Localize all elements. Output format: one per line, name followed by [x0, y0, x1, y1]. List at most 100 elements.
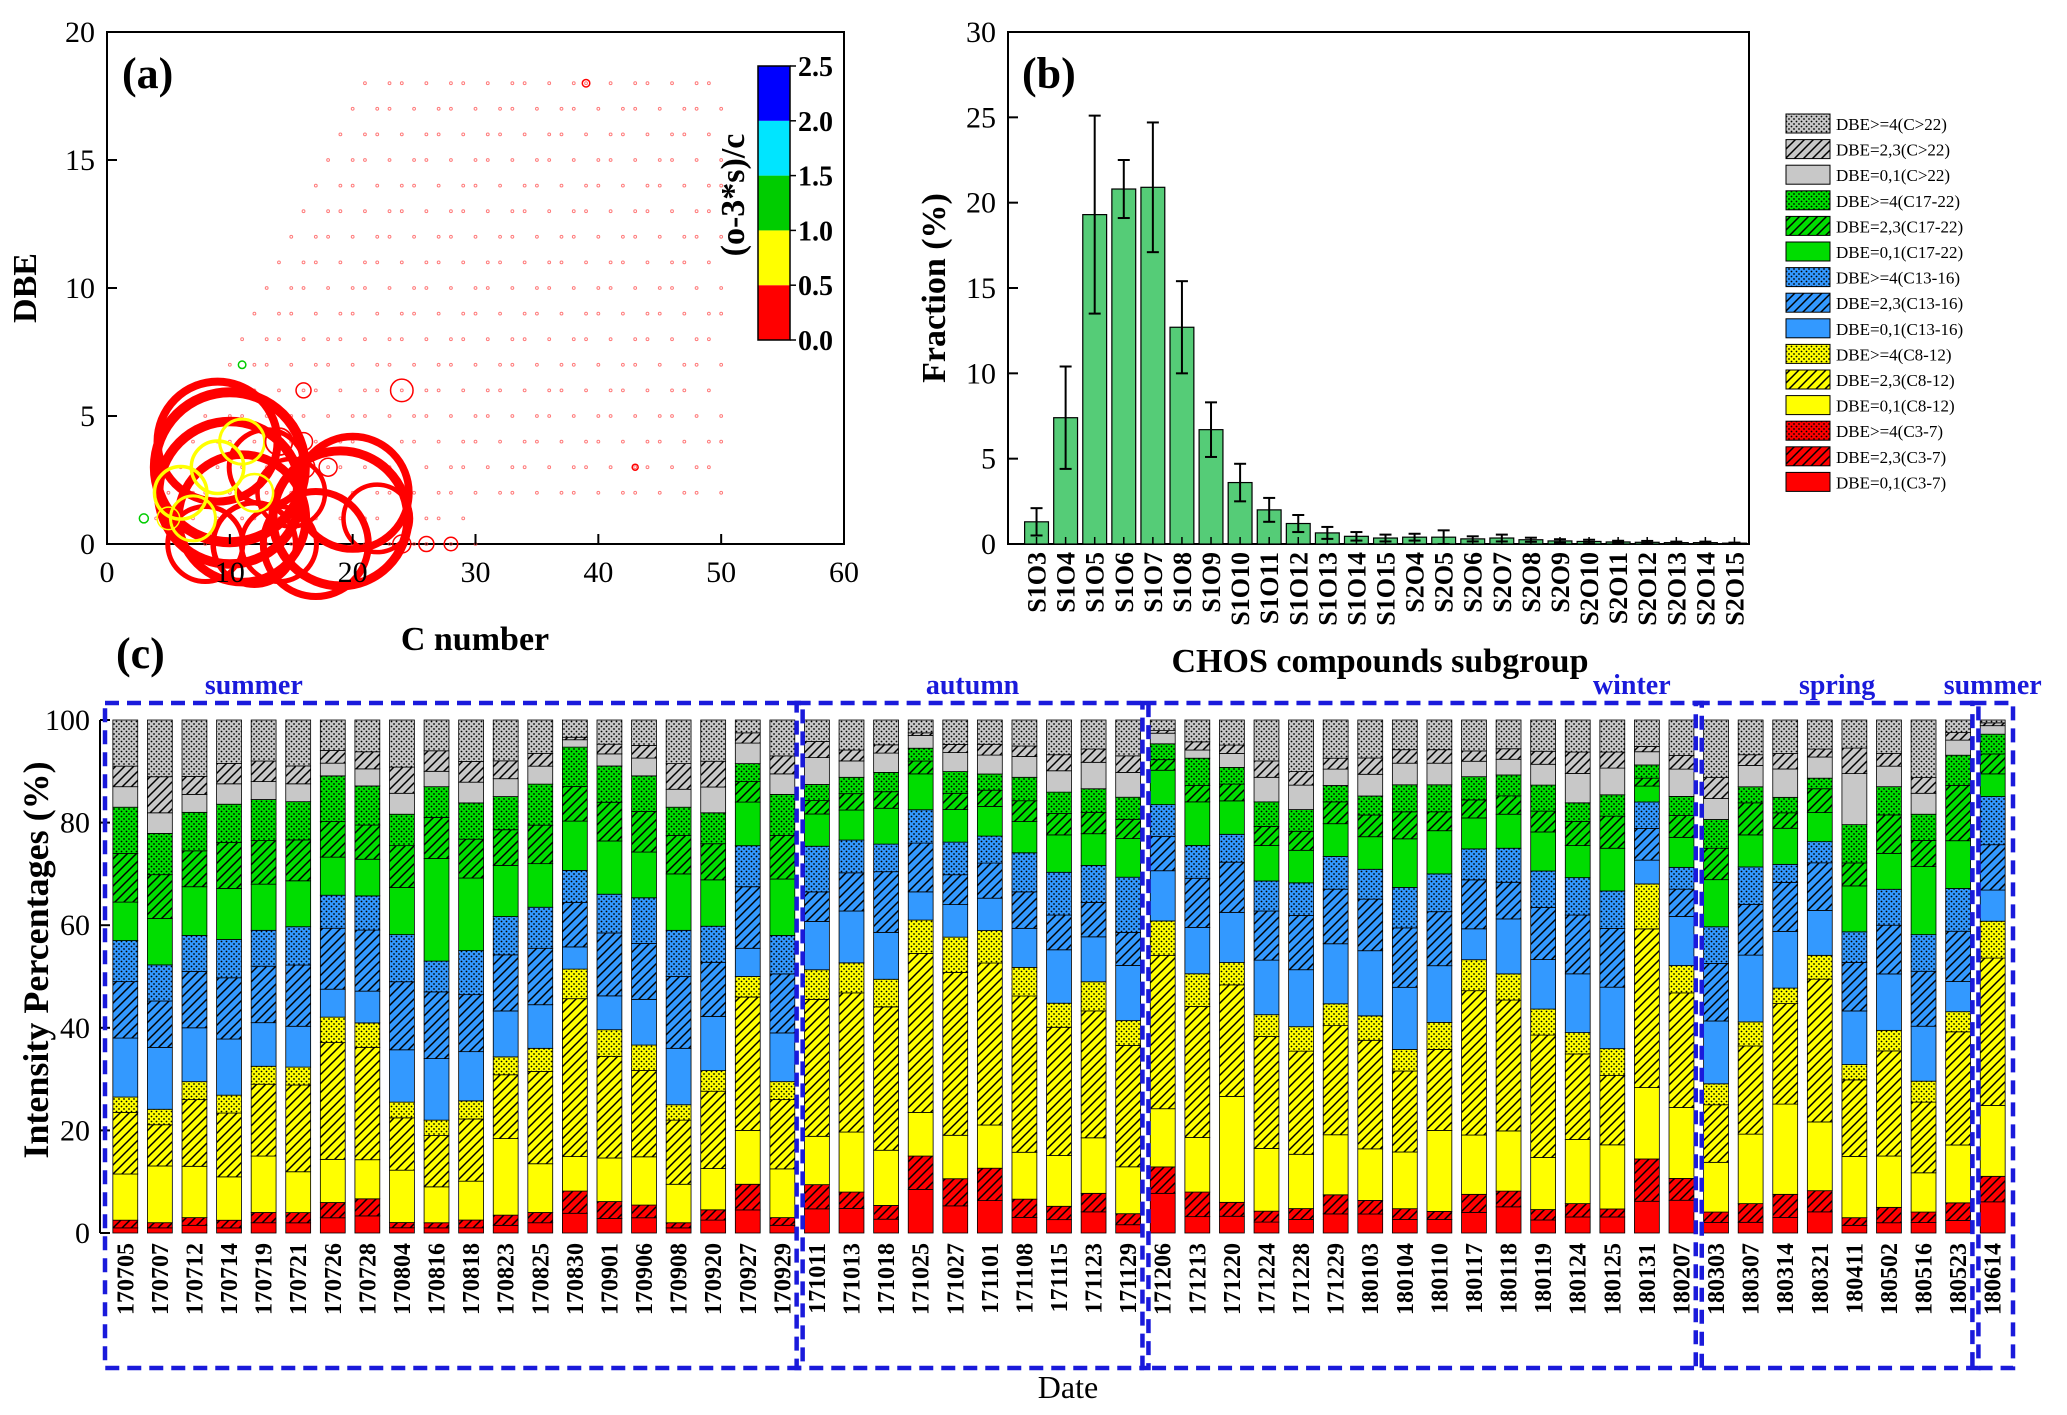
- stack-segment: [1841, 1010, 1868, 1065]
- stack-segment: [596, 1055, 623, 1159]
- stack-segment: [1599, 847, 1626, 892]
- stack-segment: [423, 960, 450, 993]
- stack-segment: [1806, 788, 1833, 813]
- stack-segment: [354, 990, 381, 1024]
- stack-segment: [942, 1134, 969, 1180]
- minor-point: [313, 234, 318, 239]
- stack-segment: [1253, 910, 1280, 961]
- stack-segment: [1046, 1155, 1072, 1207]
- minor-point: [535, 106, 539, 111]
- minor-point: [682, 388, 687, 393]
- stack-segment: [838, 962, 865, 994]
- stack-segment: [492, 865, 519, 917]
- scatter-point: [234, 472, 275, 513]
- minor-point: [338, 337, 343, 342]
- stack-segment: [1979, 1175, 2006, 1203]
- legend-label: DBE=0,1(C8-12): [1836, 397, 1955, 416]
- minor-point: [350, 439, 355, 444]
- stack-segment: [181, 1081, 208, 1101]
- stack-segment: [1599, 1048, 1626, 1076]
- stack-segment: [1426, 873, 1453, 913]
- stack-segment: [1461, 817, 1487, 850]
- stack-segment: [1011, 1198, 1038, 1218]
- stack-segment: [147, 874, 173, 919]
- stack-segment: [1391, 887, 1418, 929]
- stack-segment: [1979, 719, 2006, 724]
- date-label: 180119: [1531, 1243, 1557, 1314]
- stack-segment: [1945, 719, 1971, 733]
- stack-segment: [1876, 719, 1902, 754]
- stack-segment: [1979, 722, 2006, 727]
- stack-segment: [1910, 1172, 1937, 1213]
- minor-point: [535, 234, 539, 239]
- x-tick-label: S1O15: [1372, 552, 1401, 626]
- stack-segment: [1910, 1222, 1937, 1234]
- minor-point: [547, 158, 552, 162]
- stack-segment: [1737, 802, 1764, 836]
- legend-label: DBE=0,1(C>22): [1836, 166, 1950, 185]
- minor-point: [645, 439, 650, 444]
- stack-segment: [1080, 1211, 1107, 1234]
- minor-point: [571, 490, 576, 495]
- minor-point: [596, 234, 601, 239]
- stack-segment: [250, 1065, 277, 1085]
- stack-segment: [250, 1022, 277, 1067]
- minor-point: [399, 388, 404, 393]
- stack-segment: [976, 862, 1003, 899]
- minor-point: [436, 388, 441, 393]
- x-tick-label: S1O12: [1284, 552, 1313, 626]
- minor-point: [227, 362, 232, 367]
- x-tick-label: S1O4: [1052, 552, 1081, 613]
- stack-segment: [1634, 859, 1660, 885]
- minor-point: [657, 183, 662, 188]
- minor-point: [461, 132, 466, 137]
- legend-label: DBE=0,1(C17-22): [1836, 243, 1963, 262]
- minor-point: [510, 106, 515, 111]
- minor-point: [252, 439, 257, 444]
- stack-segment: [527, 824, 554, 865]
- minor-point: [633, 465, 638, 470]
- stack-segment: [216, 1219, 242, 1229]
- stack-segment: [976, 962, 1003, 1126]
- minor-point: [485, 81, 490, 86]
- date-label: 170920: [701, 1243, 727, 1315]
- minor-point: [670, 158, 674, 162]
- stack-segment: [665, 1227, 692, 1234]
- stack-segment: [354, 785, 381, 826]
- stack-segment: [1322, 943, 1349, 1005]
- minor-point: [657, 311, 662, 316]
- minor-point: [596, 311, 601, 316]
- date-label: 171129: [1116, 1243, 1142, 1314]
- stack-segment: [319, 1042, 346, 1160]
- stack-segment: [1011, 776, 1038, 802]
- stack-segment: [1115, 772, 1142, 798]
- stack-segment: [527, 1163, 554, 1213]
- stack-segment: [976, 1167, 1003, 1201]
- minor-point: [657, 234, 662, 239]
- date-label: 171229: [1324, 1243, 1350, 1315]
- panel-c-ticks: 0 20 40 60 80 100 170705 170707 170712 170714 1707…: [45, 704, 2007, 1315]
- stack-segment: [1288, 969, 1314, 1028]
- stack-segment: [1772, 1003, 1799, 1105]
- stack-segment: [112, 1037, 139, 1098]
- minor-point: [485, 286, 490, 290]
- x-tick-label: 30: [461, 556, 491, 589]
- minor-point: [313, 183, 318, 188]
- stack-segment: [769, 1032, 796, 1083]
- minor-point: [559, 439, 564, 444]
- minor-point: [399, 337, 404, 342]
- stack-segment: [1253, 1014, 1280, 1037]
- stack-segment: [1149, 954, 1176, 1110]
- minor-point: [375, 311, 380, 316]
- stack-segment: [1011, 756, 1038, 778]
- minor-point: [621, 132, 625, 137]
- minor-point: [657, 439, 662, 444]
- stack-segment: [734, 781, 761, 803]
- stack-segment: [1599, 794, 1626, 817]
- legend-swatch: [1785, 139, 1831, 160]
- stack-segment: [1979, 920, 2006, 959]
- stack-segment: [285, 719, 312, 767]
- stack-segment: [354, 751, 381, 770]
- stack-segment: [354, 1159, 381, 1200]
- stack-segment: [734, 1209, 761, 1234]
